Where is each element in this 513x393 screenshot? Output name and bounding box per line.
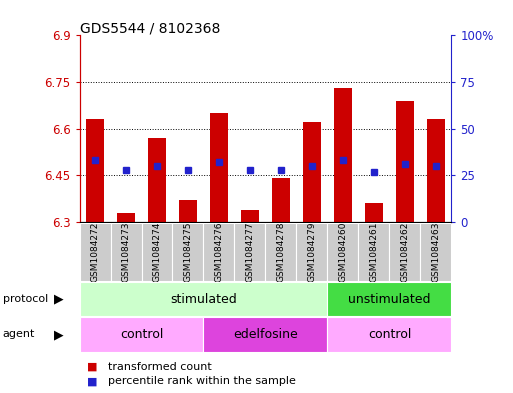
Bar — [172, 223, 204, 281]
Text: GDS5544 / 8102368: GDS5544 / 8102368 — [80, 22, 220, 36]
Bar — [333, 88, 352, 222]
Bar — [265, 223, 297, 281]
Text: stimulated: stimulated — [170, 292, 237, 306]
Text: GSM1084274: GSM1084274 — [152, 222, 162, 282]
Bar — [241, 209, 259, 222]
Text: ▶: ▶ — [54, 292, 64, 306]
Text: GSM1084278: GSM1084278 — [277, 222, 285, 282]
Text: GSM1084262: GSM1084262 — [401, 222, 409, 282]
Text: transformed count: transformed count — [108, 362, 211, 372]
Text: GSM1084272: GSM1084272 — [90, 222, 100, 282]
Text: unstimulated: unstimulated — [348, 292, 431, 306]
Text: control: control — [368, 328, 411, 341]
Bar — [80, 282, 327, 316]
Text: GSM1084279: GSM1084279 — [307, 222, 317, 282]
Text: control: control — [120, 328, 163, 341]
Text: ▶: ▶ — [54, 328, 64, 341]
Text: agent: agent — [3, 329, 35, 340]
Bar — [110, 223, 142, 281]
Bar — [80, 223, 110, 281]
Bar — [297, 223, 327, 281]
Bar — [204, 223, 234, 281]
Bar — [116, 213, 135, 222]
Bar — [210, 113, 228, 222]
Text: edelfosine: edelfosine — [233, 328, 298, 341]
Text: GSM1084273: GSM1084273 — [122, 222, 130, 282]
Bar — [148, 138, 166, 222]
Bar — [389, 223, 421, 281]
Text: GSM1084275: GSM1084275 — [184, 222, 192, 282]
Bar — [327, 317, 451, 352]
Bar — [179, 200, 198, 222]
Bar — [396, 101, 415, 222]
Bar — [359, 223, 389, 281]
Bar — [327, 282, 451, 316]
Text: percentile rank within the sample: percentile rank within the sample — [108, 376, 295, 386]
Bar — [427, 119, 445, 222]
Text: GSM1084261: GSM1084261 — [369, 222, 379, 282]
Bar — [327, 223, 359, 281]
Bar — [142, 223, 172, 281]
Bar — [365, 204, 383, 222]
Bar — [86, 119, 104, 222]
Bar — [421, 223, 451, 281]
Bar — [80, 317, 204, 352]
Text: ■: ■ — [87, 376, 97, 386]
Text: GSM1084276: GSM1084276 — [214, 222, 224, 282]
Bar — [303, 123, 321, 222]
Text: ■: ■ — [87, 362, 97, 372]
Text: GSM1084260: GSM1084260 — [339, 222, 347, 282]
Bar — [234, 223, 265, 281]
Text: GSM1084277: GSM1084277 — [246, 222, 254, 282]
Bar — [204, 317, 327, 352]
Text: GSM1084263: GSM1084263 — [431, 222, 441, 282]
Bar — [272, 178, 290, 222]
Text: protocol: protocol — [3, 294, 48, 304]
